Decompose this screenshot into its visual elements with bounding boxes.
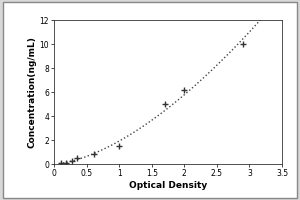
- FancyBboxPatch shape: [3, 2, 297, 198]
- Y-axis label: Concentration(ng/mL): Concentration(ng/mL): [28, 36, 37, 148]
- X-axis label: Optical Density: Optical Density: [129, 181, 207, 190]
